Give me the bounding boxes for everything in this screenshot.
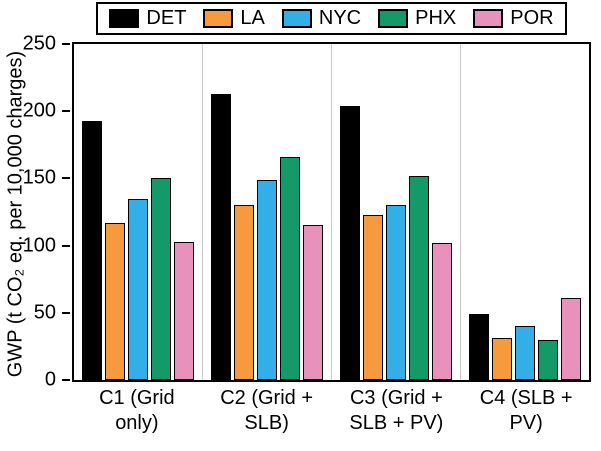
x-axis-labels: C1 (Grid only) C2 (Grid + SLB) C3 (Grid + SLB… <box>72 386 591 436</box>
x-tick-label-line: C1 (Grid <box>99 387 175 409</box>
legend-swatch-la <box>203 9 234 28</box>
y-tick-label: 150 <box>22 166 56 189</box>
bar-nyc-group3 <box>386 205 406 380</box>
legend-item-nyc: NYC <box>281 7 362 30</box>
bar-nyc-group4 <box>515 326 535 380</box>
y-tick-label: 200 <box>22 99 56 122</box>
legend-label: PHX <box>415 7 457 29</box>
bar-det-group1 <box>82 120 102 380</box>
legend-item-phx: PHX <box>378 7 456 30</box>
y-tick-label: 250 <box>22 32 56 55</box>
legend-label: NYC <box>318 7 362 29</box>
x-tick-label-1: C1 (Grid only) <box>72 386 202 436</box>
x-tick-label-line: only) <box>115 412 159 434</box>
y-axis: 0 50 100 150 200 250 <box>0 33 70 391</box>
bar-det-group3 <box>340 105 360 380</box>
legend-row: DET LA NYC PHX POR <box>72 2 591 35</box>
bar-det-group2 <box>211 93 231 380</box>
bar-la-group4 <box>492 338 512 380</box>
bar-por-group3 <box>432 242 452 380</box>
legend-item-det: DET <box>109 7 186 30</box>
x-tick-label-line: SLB + PV) <box>349 412 444 434</box>
bar-group-1 <box>74 44 203 380</box>
bar-phx-group2 <box>280 156 300 380</box>
y-tick-label: 0 <box>44 368 56 391</box>
plot-area <box>72 42 591 382</box>
legend-label: DET <box>146 7 187 29</box>
y-tick-mark <box>62 244 70 247</box>
y-tick-mark <box>62 177 70 180</box>
bar-group-3 <box>332 44 461 380</box>
bar-nyc-group2 <box>257 179 277 380</box>
legend-item-la: LA <box>203 7 265 30</box>
y-tick-label: 100 <box>22 234 56 257</box>
y-tick-label: 50 <box>33 301 56 324</box>
y-tick-mark <box>62 43 70 45</box>
bar-det-group4 <box>469 314 489 380</box>
bar-la-group3 <box>363 214 383 380</box>
bar-phx-group1 <box>151 178 171 380</box>
y-tick-mark <box>62 311 70 314</box>
x-tick-label-3: C3 (Grid + SLB + PV) <box>332 386 462 436</box>
bar-phx-group4 <box>538 339 558 380</box>
y-tick-mark <box>62 379 70 381</box>
legend-swatch-nyc <box>281 9 312 28</box>
x-tick-label-4: C4 (SLB + PV) <box>461 386 591 436</box>
bar-por-group4 <box>561 298 581 380</box>
x-tick-label-line: C3 (Grid + <box>349 387 443 409</box>
x-tick-label-line: C4 (SLB + <box>479 387 573 409</box>
x-tick-label-line: SLB) <box>244 412 289 434</box>
bar-group-4 <box>461 44 589 380</box>
bar-group-2 <box>203 44 332 380</box>
legend-swatch-phx <box>378 9 409 28</box>
legend-label: LA <box>240 7 265 29</box>
legend-swatch-por <box>473 9 504 28</box>
bar-phx-group3 <box>409 175 429 380</box>
bar-por-group2 <box>303 225 323 380</box>
legend-swatch-det <box>109 9 140 28</box>
bar-por-group1 <box>174 241 194 380</box>
y-tick-mark <box>62 110 70 113</box>
legend-label: POR <box>510 7 554 29</box>
x-tick-label-line: PV) <box>509 412 543 434</box>
bar-la-group2 <box>234 205 254 380</box>
bar-nyc-group1 <box>128 198 148 380</box>
x-tick-label-line: C2 (Grid + <box>220 387 314 409</box>
legend: DET LA NYC PHX POR <box>96 2 567 35</box>
x-tick-label-2: C2 (Grid + SLB) <box>202 386 332 436</box>
legend-item-por: POR <box>473 7 554 30</box>
bar-la-group1 <box>105 222 125 380</box>
